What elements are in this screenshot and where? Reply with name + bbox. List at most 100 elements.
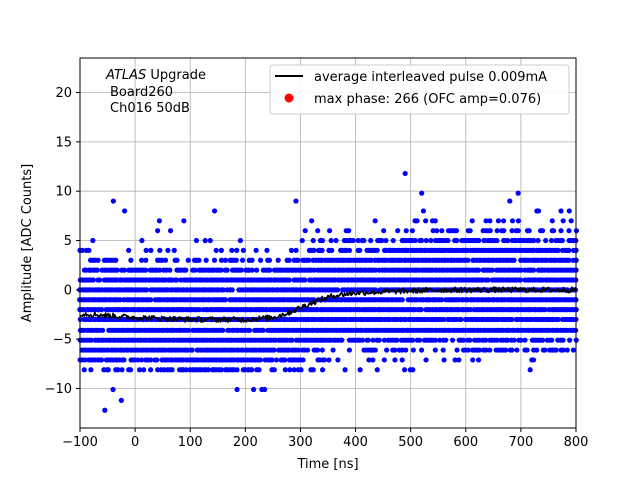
scatter-point — [262, 386, 268, 393]
x-tick-label: −100 — [62, 435, 98, 450]
scatter-point — [432, 347, 438, 353]
scatter-point — [476, 347, 483, 353]
scatter-point — [409, 228, 415, 234]
scatter-point — [560, 218, 566, 224]
scatter-point — [257, 357, 263, 363]
scatter-point — [412, 237, 418, 244]
scatter-point — [185, 327, 192, 333]
legend-label-max-phase: max phase: 266 (OFC amp=0.076) — [314, 92, 541, 107]
scatter-point — [266, 257, 273, 263]
scatter-point — [286, 257, 292, 263]
scatter-point — [81, 367, 87, 373]
x-tick-label: 200 — [233, 435, 258, 450]
scatter-point — [249, 367, 255, 373]
scatter-point — [249, 267, 255, 273]
scatter-point — [167, 228, 174, 234]
annotation-experiment-suffix: Upgrade — [146, 68, 206, 83]
scatter-point — [453, 228, 460, 234]
scatter-point — [399, 347, 405, 353]
scatter-point — [326, 357, 332, 363]
scatter-point — [196, 307, 203, 313]
scatter-point — [253, 247, 259, 253]
scatter-point — [430, 228, 436, 234]
scatter-point — [542, 347, 548, 353]
annotation-line-1: ATLAS Upgrade — [105, 68, 206, 83]
scatter-point — [310, 237, 316, 244]
scatter-point — [439, 297, 445, 303]
scatter-point — [403, 228, 409, 234]
scatter-point — [511, 257, 517, 263]
scatter-point — [273, 357, 280, 363]
scatter-point — [509, 316, 515, 323]
scatter-point — [291, 367, 297, 373]
y-tick-label: 10 — [55, 185, 72, 200]
scatter-point — [293, 198, 299, 204]
scatter-point — [423, 218, 429, 224]
scatter-point — [143, 287, 150, 293]
scatter-point — [458, 316, 464, 323]
scatter-point — [205, 367, 211, 373]
scatter-point — [234, 367, 240, 373]
scatter-point — [249, 257, 255, 263]
scatter-point — [110, 198, 116, 204]
scatter-point — [566, 208, 572, 214]
scatter-point — [487, 218, 493, 224]
scatter-point — [383, 237, 389, 244]
scatter-point — [298, 367, 304, 373]
scatter-point — [82, 357, 88, 363]
scatter-point — [456, 357, 462, 363]
scatter-point — [311, 247, 317, 253]
scatter-point — [465, 347, 471, 353]
scatter-point — [392, 357, 398, 363]
scatter-point — [171, 247, 177, 253]
scatter-point — [534, 347, 540, 353]
scatter-point — [222, 257, 228, 263]
scatter-point — [315, 347, 321, 353]
scatter-point — [207, 237, 213, 244]
scatter-point — [403, 347, 409, 353]
scatter-point — [566, 247, 572, 253]
scatter-point — [148, 297, 154, 303]
y-axis-ticks: −10 −5 0 5 10 15 20 — [45, 86, 80, 397]
scatter-point — [514, 347, 520, 353]
scatter-point — [469, 218, 475, 224]
scatter-point — [423, 357, 429, 363]
average-pulse-line — [79, 286, 577, 324]
x-tick-label: 500 — [398, 435, 423, 450]
scatter-point — [319, 347, 325, 353]
experiment-annotation: ATLAS Upgrade Board260 Ch016 50dB — [105, 68, 206, 116]
x-axis-ticks: −100 0 100 200 300 400 500 600 700 800 — [62, 428, 588, 450]
scatter-point — [570, 347, 577, 353]
scatter-point — [384, 347, 390, 353]
scatter-point — [522, 337, 528, 343]
scatter-point — [99, 327, 106, 333]
scatter-point — [174, 257, 180, 263]
scatter-point — [240, 247, 246, 253]
scatter-point — [509, 228, 515, 234]
scatter-point — [555, 247, 561, 253]
scatter-point — [535, 237, 541, 244]
scatter-point — [319, 367, 326, 373]
legend: average interleaved pulse 0.009mA max ph… — [269, 64, 570, 115]
scatter-point — [256, 367, 262, 373]
scatter-point — [419, 190, 425, 196]
scatter-point — [154, 357, 160, 363]
x-tick-label: 400 — [343, 435, 368, 450]
scatter-series — [77, 170, 580, 413]
scatter-point — [211, 257, 218, 263]
scatter-point — [257, 257, 264, 263]
scatter-point — [302, 277, 308, 283]
scatter-point — [527, 367, 533, 373]
scatter-point — [399, 357, 405, 363]
scatter-point — [334, 287, 341, 293]
scatter-point — [437, 337, 443, 343]
scatter-point — [113, 257, 119, 263]
scatter-point — [185, 257, 191, 263]
scatter-point — [309, 218, 315, 224]
scatter-point — [286, 277, 292, 283]
scatter-point — [515, 190, 521, 196]
scatter-point — [566, 228, 572, 234]
scatter-point — [418, 347, 425, 353]
scatter-point — [566, 257, 572, 263]
scatter-point — [467, 228, 473, 234]
